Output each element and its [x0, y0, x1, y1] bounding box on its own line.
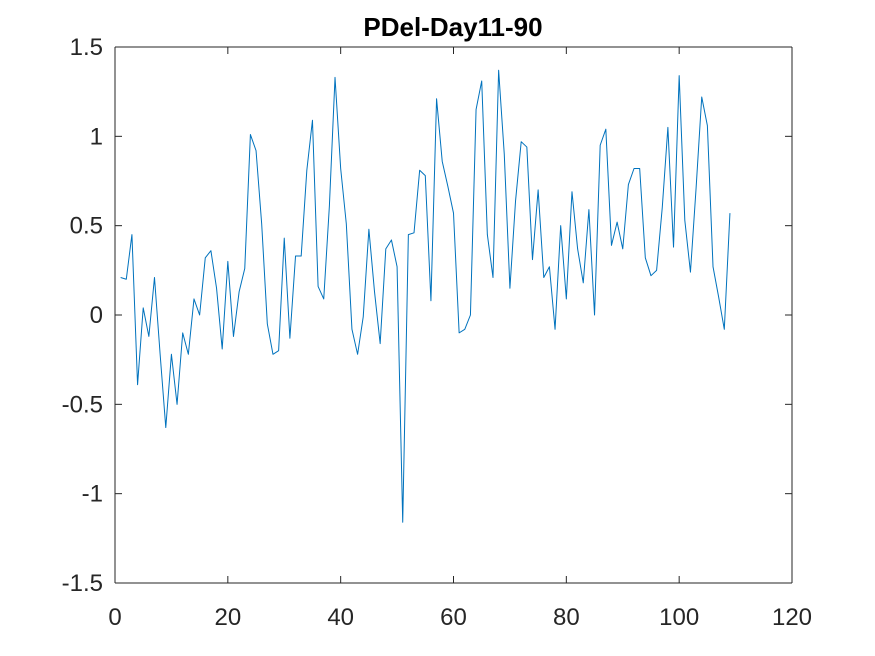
x-tick-label: 80	[553, 604, 580, 631]
tick-labels: 0 20 40 60 80 100 120 -1.5 -1 -0.5 0 0.5 1 1.5	[62, 34, 812, 631]
y-tick-label: 0	[90, 302, 103, 329]
x-tick-label: 40	[327, 604, 354, 631]
y-tick-label: -1	[82, 481, 103, 508]
series-layer	[120, 69, 731, 523]
chart-title: PDel-Day11-90	[363, 12, 542, 42]
x-tick-label: 60	[440, 604, 467, 631]
y-tick-label: 0.5	[70, 213, 103, 240]
ticks	[114, 46, 793, 584]
y-tick-label: -0.5	[62, 391, 103, 418]
x-tick-label: 100	[659, 604, 699, 631]
x-tick-label: 0	[108, 604, 121, 631]
x-tick-label: 120	[772, 604, 812, 631]
x-tick-label: 20	[214, 604, 241, 631]
series-line	[120, 69, 731, 523]
y-tick-label: 1.5	[70, 34, 103, 61]
y-tick-label: 1	[90, 123, 103, 150]
y-tick-label: -1.5	[62, 570, 103, 597]
